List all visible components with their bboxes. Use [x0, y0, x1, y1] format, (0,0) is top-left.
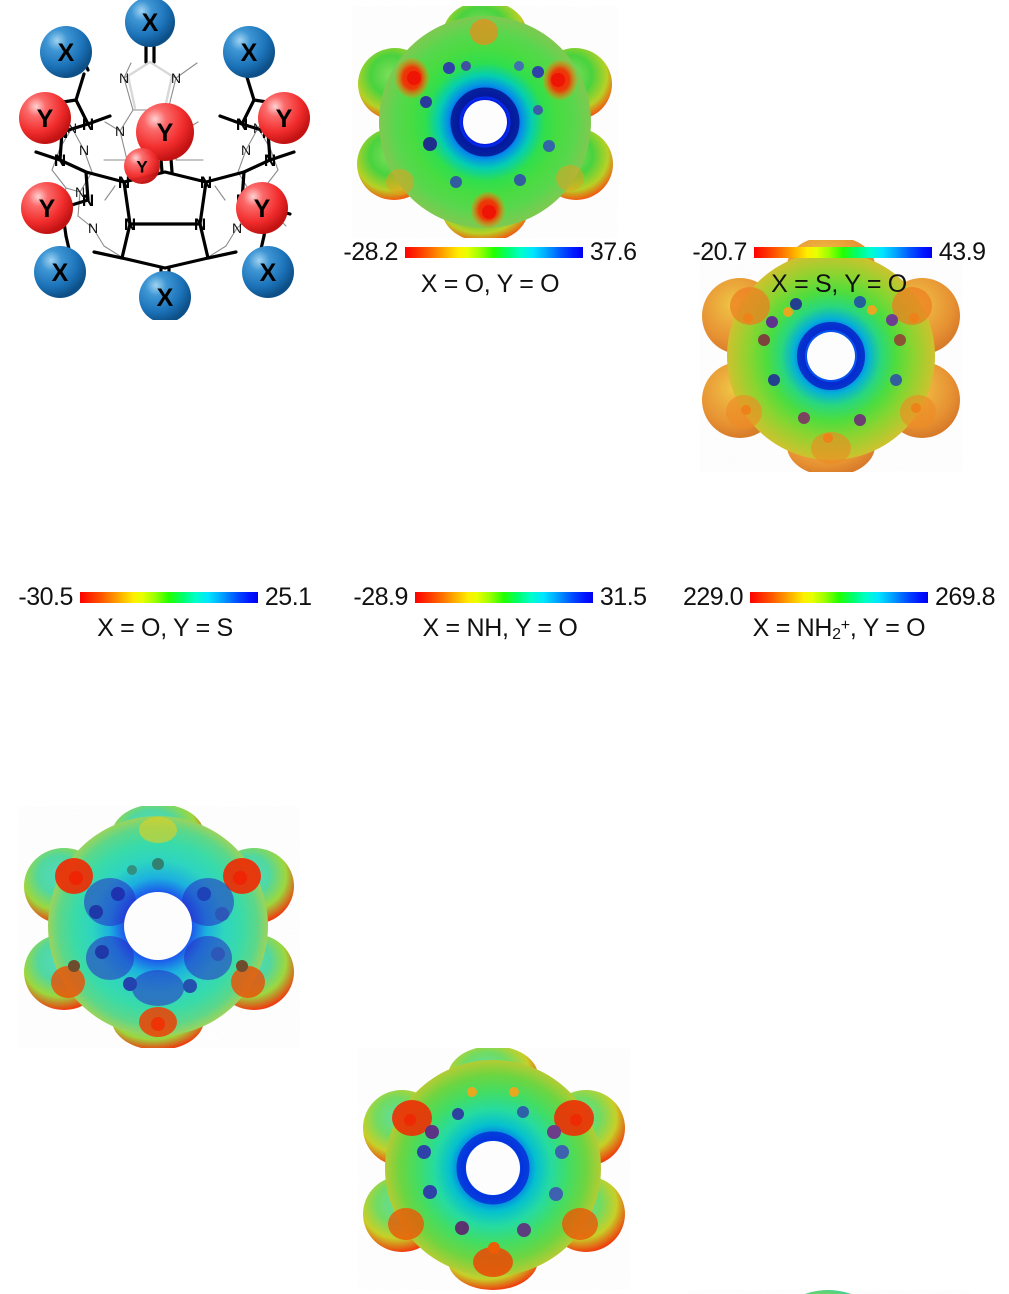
esp-surface-nh2-o [688, 1290, 970, 1294]
scale-max: 269.8 [935, 583, 996, 611]
sphere-Y-label: Y [276, 105, 293, 133]
sphere-Y-label: Y [157, 119, 174, 147]
atom-N: N [82, 191, 94, 210]
colorbar-row-nh2-o: 229.0 269.8 [669, 585, 1009, 610]
colorbar-row-s-o: -20.7 43.9 [669, 240, 1009, 265]
sphere-Y: Y [136, 103, 194, 161]
sphere-Y: Y [236, 182, 288, 234]
sphere-X-label: X [157, 284, 174, 312]
atom-N: N [124, 215, 136, 234]
sphere-X: X [139, 271, 191, 320]
structure-svg: N N N N N N N N N N N N N N N [19, 0, 310, 320]
sphere-X-label: X [142, 9, 159, 37]
scale-max: 25.1 [264, 583, 312, 611]
caption-superscript: + [840, 617, 850, 634]
scale-min: -20.7 [692, 238, 747, 266]
scale-min: -28.2 [343, 238, 398, 266]
colorbar [753, 247, 932, 258]
sphere-X: X [125, 0, 175, 47]
atom-N: N [241, 142, 251, 158]
sphere-X-label: X [241, 39, 258, 67]
caption-suffix: , Y = O [849, 614, 926, 642]
colorbar [79, 592, 258, 603]
esp-surface-o-s [18, 806, 300, 1048]
sphere-Y-label: Y [136, 158, 148, 177]
scale-max: 37.6 [589, 238, 637, 266]
sphere-X-label: X [260, 259, 277, 287]
colorbar [750, 592, 928, 603]
esp-surface-o-o [352, 6, 618, 238]
caption-nh-o: X = NH, Y = O [422, 614, 578, 642]
caption-o-o: X = O, Y = O [420, 270, 560, 298]
panel-structure: N N N N N N N N N N N N N N N [0, 0, 330, 320]
scale-max: 31.5 [599, 583, 647, 611]
colorbar-row-o-o: -28.2 37.6 [320, 240, 660, 265]
atom-N: N [232, 220, 242, 236]
sphere-Y: Y [21, 182, 73, 234]
scale-min: -28.9 [353, 583, 408, 611]
sphere-X: X [40, 26, 92, 78]
atom-N: N [200, 173, 212, 192]
sphere-X: X [242, 246, 294, 298]
colorbar-row-o-s: -30.5 25.1 [0, 585, 330, 610]
sphere-Y: Y [124, 148, 160, 184]
atom-N: N [253, 120, 263, 136]
caption-o-s: X = O, Y = S [97, 614, 233, 642]
scale-max: 43.9 [938, 238, 986, 266]
sphere-X-label: X [52, 259, 69, 287]
colorbar [404, 247, 583, 258]
atom-N: N [236, 115, 248, 134]
atom-N: N [264, 151, 276, 170]
atom-N: N [171, 70, 181, 86]
caption-prefix: X = NH [752, 614, 833, 642]
esp-surface-s-o [700, 240, 962, 472]
atom-N: N [75, 184, 85, 200]
sphere-Y-label: Y [39, 195, 56, 223]
atom-N: N [82, 115, 94, 134]
scale-min: 229.0 [682, 583, 744, 611]
sphere-Y-label: Y [254, 195, 271, 223]
sphere-Y-label: Y [37, 105, 54, 133]
caption-nh2-o: X = NH2+, Y = O [669, 616, 1009, 643]
atom-N: N [79, 142, 89, 158]
atom-N: N [194, 215, 206, 234]
colorbar [414, 592, 593, 603]
sphere-Y: Y [258, 92, 310, 144]
x-spheres: X X X X X [34, 0, 294, 320]
scale-min: -30.5 [18, 583, 73, 611]
caption-subscript: 2 [832, 626, 841, 643]
caption-s-o: X = S, Y = O [771, 270, 907, 298]
atom-N: N [115, 123, 125, 139]
atom-N: N [54, 151, 66, 170]
y-spheres: Y Y Y Y Y [19, 92, 310, 234]
sphere-X: X [223, 26, 275, 78]
atom-N: N [119, 70, 129, 86]
sphere-X-label: X [58, 39, 75, 67]
atom-N: N [88, 220, 98, 236]
atom-N: N [118, 173, 130, 192]
sphere-X: X [34, 246, 86, 298]
esp-surface-nh-o [358, 1048, 630, 1290]
sphere-Y: Y [19, 92, 71, 144]
colorbar-row-nh-o: -28.9 31.5 [330, 585, 670, 610]
atom-N: N [67, 120, 77, 136]
